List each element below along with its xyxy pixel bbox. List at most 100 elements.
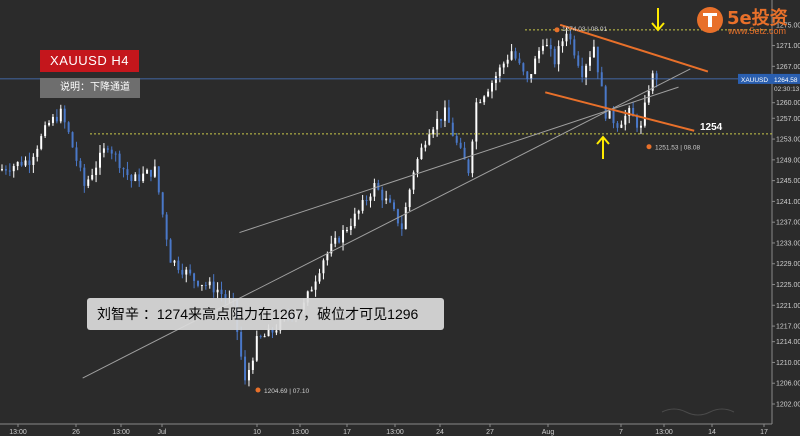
x-tick-label: 13:00 [112, 429, 130, 436]
symbol-badge: XAUUSD H4 [40, 50, 139, 72]
x-tick-label: 27 [486, 429, 494, 436]
watermark-mark [661, 408, 735, 416]
candle-body [585, 65, 588, 78]
candle-body [592, 46, 595, 58]
candle-body [494, 76, 497, 83]
candle-body [193, 273, 196, 281]
candle-body [600, 72, 603, 87]
candle-body [4, 169, 7, 171]
candle-body [440, 118, 443, 121]
x-tick-label: 13:00 [655, 429, 673, 436]
low-jul-marker [255, 387, 261, 393]
candle-body [577, 55, 580, 66]
candle-body [55, 116, 58, 122]
candle-body [271, 328, 274, 333]
candle-body [99, 152, 101, 168]
candle-body [573, 39, 576, 56]
candle-body [122, 168, 125, 170]
candle-body [479, 102, 482, 104]
candle-body [467, 159, 470, 174]
candle-body [526, 71, 529, 79]
candle-body [8, 170, 11, 172]
candle-body [651, 73, 654, 91]
candle-body [36, 148, 39, 157]
brand-logo: 5e投资 www.5etz.com [697, 4, 799, 38]
x-tick-label: 14 [708, 429, 716, 436]
candle-body [255, 336, 258, 361]
candle-body [498, 67, 501, 77]
candle-body [114, 153, 117, 155]
candle-body [32, 156, 35, 165]
candle-body [616, 123, 619, 128]
low-aug-marker [646, 144, 652, 150]
y-tick-label: 1217.00 [776, 324, 800, 331]
candle-body [106, 148, 109, 150]
candle-body [596, 46, 599, 73]
candle-body [639, 125, 642, 128]
candle-body [153, 166, 156, 177]
candle-body [169, 239, 172, 263]
candle-body [48, 122, 51, 126]
candle-body [220, 289, 223, 295]
candle-body [51, 116, 54, 123]
candle-body [608, 110, 611, 119]
candle-body [342, 230, 345, 243]
y-tick-label: 1257.00 [776, 116, 800, 123]
candle-body [545, 44, 548, 46]
trendline [239, 86, 679, 234]
y-tick-label: 1241.00 [776, 199, 800, 206]
candle-body [432, 129, 435, 135]
candle-body [345, 229, 348, 231]
candle-body [165, 214, 168, 240]
arrow-up-head [596, 135, 610, 145]
candle-body [185, 269, 188, 275]
candle-body [204, 285, 207, 287]
candle-body [157, 166, 160, 193]
x-tick-label: Jul [158, 429, 167, 436]
candle-body [161, 192, 164, 215]
candle-body [581, 65, 584, 78]
candle-body [404, 207, 407, 230]
y-tick-label: 1260.00 [776, 100, 800, 107]
candle-body [200, 285, 203, 287]
candle-body [612, 110, 615, 124]
candle-body [632, 107, 635, 117]
candle-body [381, 189, 384, 201]
candle-body [451, 122, 454, 137]
arrow-down-head [651, 22, 665, 32]
candle-body [110, 149, 113, 154]
candle-body [628, 107, 631, 116]
candle-body [67, 122, 70, 133]
high-marker [554, 27, 560, 33]
candle-body [408, 189, 411, 208]
candle-body [212, 281, 215, 293]
candle-body [636, 116, 639, 128]
candle-body [118, 153, 121, 169]
logo-url: www.5etz.com [728, 26, 787, 36]
candle-body [557, 46, 560, 65]
y-tick-label: 1245.00 [776, 178, 800, 185]
candle-body [91, 174, 94, 180]
candle-body [197, 280, 199, 286]
y-tick-label: 1253.00 [776, 137, 800, 144]
candle-body [263, 336, 266, 338]
candle-body [389, 198, 392, 203]
channel-upper-line [559, 23, 709, 73]
channel-lower-line [544, 91, 695, 132]
candle-body [655, 73, 658, 80]
x-tick-label: Aug [542, 429, 555, 436]
candle-body [620, 124, 623, 128]
candle-body [420, 147, 423, 160]
candle-body [471, 141, 474, 174]
candle-body [146, 169, 149, 174]
candle-body [16, 161, 19, 167]
candle-body [447, 107, 450, 123]
y-tick-label: 1202.00 [776, 402, 800, 409]
candle-body [589, 57, 591, 66]
low-jul-annotation: 1204.69 | 07.10 [264, 388, 309, 395]
candle-body [173, 260, 176, 263]
candle-body [126, 169, 129, 176]
candle-body [475, 102, 478, 142]
candle-body [428, 134, 431, 145]
countdown-label: 02:30:13 [774, 86, 800, 93]
